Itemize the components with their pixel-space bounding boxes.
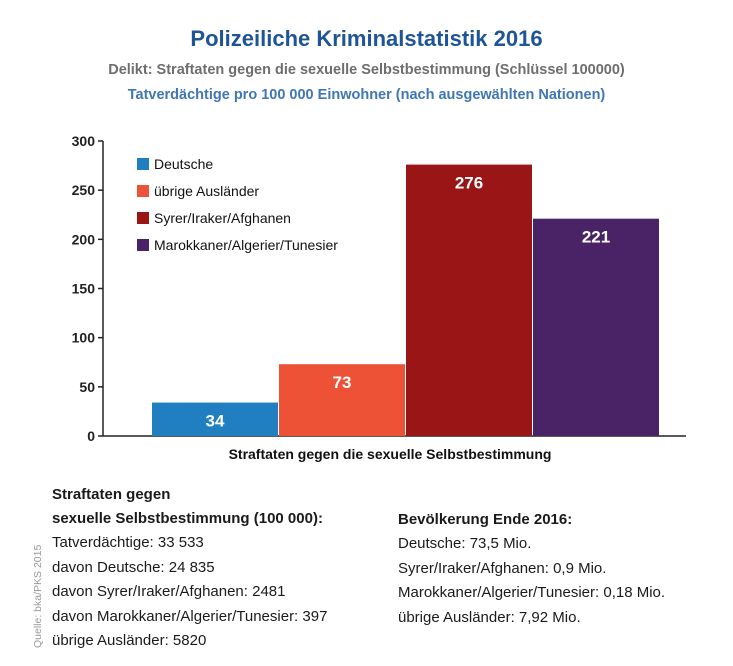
stats-offenses-line: Tatverdächtige: 33 533 [52, 534, 204, 551]
bar [533, 218, 659, 436]
stats-offenses-line: davon Deutsche: 24 835 [52, 558, 215, 576]
chart-title: Polizeiliche Kriminalstatistik 2016 [190, 26, 543, 51]
source-note: Quelle: bka/PKS 2015 [32, 544, 44, 648]
legend-label: Syrer/Iraker/Afghanen [154, 210, 291, 226]
stats-population-line: Syrer/Iraker/Afghanen: 0,9 Mio. [398, 559, 607, 577]
bar-value-label: 73 [333, 373, 352, 392]
stats-offenses-line: davon Marokkaner/Algerier/Tunesier: 397 [52, 607, 328, 625]
chart-subtitle-measure: Tatverdächtige pro 100 000 Einwohner (na… [127, 87, 606, 103]
y-tick-label: 300 [72, 133, 96, 149]
bar-value-label: 276 [455, 174, 483, 193]
bar-chart: 0 50 100 150 200 250 300 34 73 276 221 Deutsche übri… [72, 133, 686, 444]
x-axis-label: Straftaten gegen die sexuelle Selbstbest… [228, 446, 552, 462]
legend-swatch [137, 212, 149, 224]
y-tick-label: 0 [87, 428, 95, 444]
stats-offenses-heading-1: Straftaten gegen [52, 486, 171, 503]
legend-swatch [137, 185, 149, 197]
bar [279, 364, 405, 436]
legend-label: übrige Ausländer [154, 183, 259, 199]
y-tick-label: 150 [72, 281, 96, 297]
stats-population-line: übrige Ausländer: 7,92 Mio. [398, 608, 581, 626]
bar [406, 164, 532, 436]
legend-label: Deutsche [154, 156, 213, 172]
bar-value-label: 34 [206, 412, 225, 431]
bar-value-label: 221 [582, 228, 610, 247]
y-tick-label: 100 [72, 330, 96, 346]
legend-swatch [137, 158, 149, 170]
legend-swatch [137, 239, 149, 251]
stats-population-heading: Bevölkerung Ende 2016: [398, 511, 573, 528]
stats-offenses-block: Straftaten gegen sexuelle Selbstbestimmu… [52, 483, 382, 654]
stats-offenses-line: übrige Ausländer: 5820 [52, 632, 207, 649]
y-tick-label: 250 [72, 182, 96, 198]
bar [152, 402, 278, 436]
y-tick-label: 50 [79, 379, 95, 395]
y-tick-label: 200 [72, 231, 96, 247]
stats-population-block: Bevölkerung Ende 2016: Deutsche: 73,5 Mi… [398, 508, 728, 630]
stats-offenses-heading-2: sexuelle Selbstbestimmung (100 000): [52, 510, 323, 527]
legend-label: Marokkaner/Algerier/Tunesier [154, 237, 338, 253]
chart-subtitle: Delikt: Straftaten gegen die sexuelle Se… [108, 62, 625, 78]
stats-offenses-line: davon Syrer/Iraker/Afghanen: 2481 [52, 583, 286, 600]
stats-population-line: Deutsche: 73,5 Mio. [398, 535, 532, 552]
stats-population-line: Marokkaner/Algerier/Tunesier: 0,18 Mio. [398, 584, 666, 601]
